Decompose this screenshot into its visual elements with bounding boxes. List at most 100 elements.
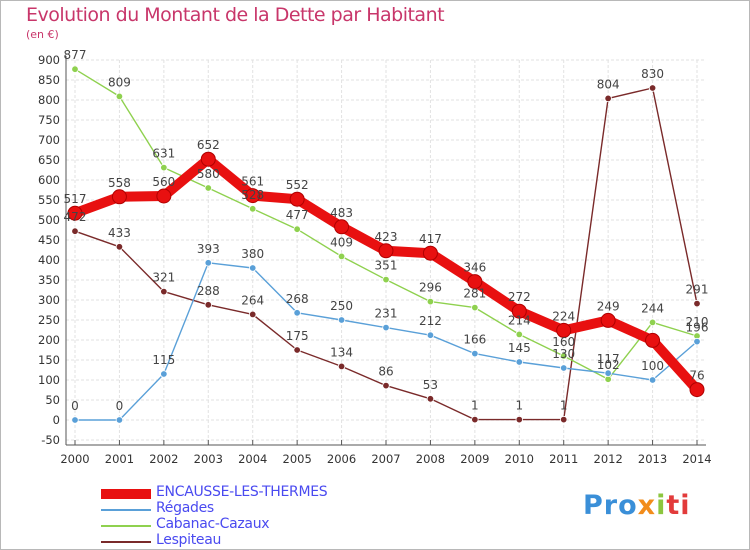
y-tick-label: 150 <box>38 353 60 367</box>
legend-swatch <box>101 525 151 527</box>
data-label: 423 <box>375 230 398 244</box>
y-tick-label: -50 <box>41 433 60 447</box>
data-point <box>648 376 657 384</box>
legend-swatch <box>101 489 151 499</box>
data-point <box>600 312 616 328</box>
x-tick-label: 2000 <box>60 452 89 466</box>
data-label: 417 <box>419 232 442 246</box>
data-point <box>249 264 257 272</box>
data-point <box>426 395 435 403</box>
data-point <box>471 349 479 358</box>
data-point <box>204 301 212 309</box>
y-tick-label: 300 <box>38 293 60 307</box>
data-label: 196 <box>686 321 709 335</box>
proxiti-logo: Proxiti <box>583 490 691 521</box>
data-label: 291 <box>686 283 709 297</box>
data-label: 580 <box>197 167 220 181</box>
data-label: 1 <box>560 399 568 413</box>
legend-label: Cabanac-Cazaux <box>156 516 270 532</box>
y-tick-label: 0 <box>53 413 60 427</box>
data-point <box>422 245 438 261</box>
data-label: 130 <box>552 347 575 361</box>
data-point <box>467 274 483 290</box>
data-label: 877 <box>64 48 87 62</box>
data-point <box>337 316 346 324</box>
x-tick-label: 2011 <box>549 452 578 466</box>
data-point <box>604 369 612 377</box>
data-label: 102 <box>597 358 620 372</box>
data-label: 160 <box>552 335 575 349</box>
y-tick-label: 50 <box>45 393 60 407</box>
y-tick-label: 100 <box>38 373 60 387</box>
data-label: 652 <box>197 138 220 152</box>
data-label: 76 <box>689 369 704 383</box>
data-point <box>560 364 568 372</box>
data-label: 210 <box>686 315 709 329</box>
data-label: 560 <box>152 175 175 189</box>
data-point <box>160 163 168 172</box>
x-tick-label: 2012 <box>594 452 623 466</box>
data-point <box>515 358 523 366</box>
data-label: 0 <box>116 399 124 413</box>
data-label: 393 <box>197 242 220 256</box>
x-tick-label: 2002 <box>149 452 178 466</box>
legend-label: ENCAUSSE-LES-THERMES <box>156 484 328 500</box>
y-tick-label: 550 <box>38 193 60 207</box>
data-point <box>115 92 124 101</box>
y-tick-label: 750 <box>38 113 60 127</box>
data-point <box>204 259 212 267</box>
data-point <box>560 415 568 424</box>
data-point <box>337 362 346 371</box>
data-label: 561 <box>241 175 264 189</box>
data-label: 166 <box>463 333 486 347</box>
data-point <box>648 84 657 92</box>
data-point <box>67 205 83 221</box>
data-label: 346 <box>463 261 486 275</box>
data-point <box>693 337 701 346</box>
data-point <box>71 65 79 73</box>
data-point <box>471 303 479 312</box>
data-label: 477 <box>286 208 309 222</box>
data-label: 830 <box>641 67 664 81</box>
data-label: 380 <box>241 247 264 261</box>
data-point <box>249 205 257 213</box>
data-label: 296 <box>419 281 442 295</box>
data-label: 231 <box>375 307 398 321</box>
y-tick-label: 800 <box>38 93 60 107</box>
data-point <box>378 243 394 259</box>
y-tick-label: 250 <box>38 313 60 327</box>
data-label: 472 <box>64 210 87 224</box>
legend-label: Lespiteau <box>156 532 222 548</box>
data-label: 268 <box>286 292 309 306</box>
data-point <box>426 297 435 306</box>
x-tick-label: 2005 <box>283 452 312 466</box>
data-label: 1 <box>515 399 523 413</box>
data-label: 631 <box>152 147 175 161</box>
x-tick-label: 2003 <box>194 452 223 466</box>
data-label: 117 <box>597 352 620 366</box>
x-tick-label: 2014 <box>682 452 711 466</box>
data-labels: 517 558 560 652 561 552 483 423 417 346 272 224 249 7… <box>64 48 709 413</box>
data-point <box>115 243 124 251</box>
data-point <box>293 225 301 233</box>
legend-swatch <box>101 509 151 511</box>
data-label: 288 <box>197 284 220 298</box>
data-label: 224 <box>552 309 575 323</box>
data-label: 145 <box>508 341 531 355</box>
x-tick-label: 2006 <box>327 452 356 466</box>
data-point <box>515 415 523 424</box>
y-tick-label: 650 <box>38 153 60 167</box>
data-point <box>648 318 657 327</box>
data-label: 804 <box>597 77 620 91</box>
data-label: 1 <box>471 399 479 413</box>
data-label: 351 <box>375 259 398 273</box>
legend-label: Régades <box>156 500 214 516</box>
series-lines <box>67 65 705 424</box>
data-label: 244 <box>641 301 664 315</box>
data-label: 249 <box>597 299 620 313</box>
data-point <box>604 94 612 103</box>
x-tick-label: 2013 <box>638 452 667 466</box>
data-label: 558 <box>108 176 131 190</box>
data-label: 483 <box>330 206 353 220</box>
data-point <box>71 227 79 235</box>
